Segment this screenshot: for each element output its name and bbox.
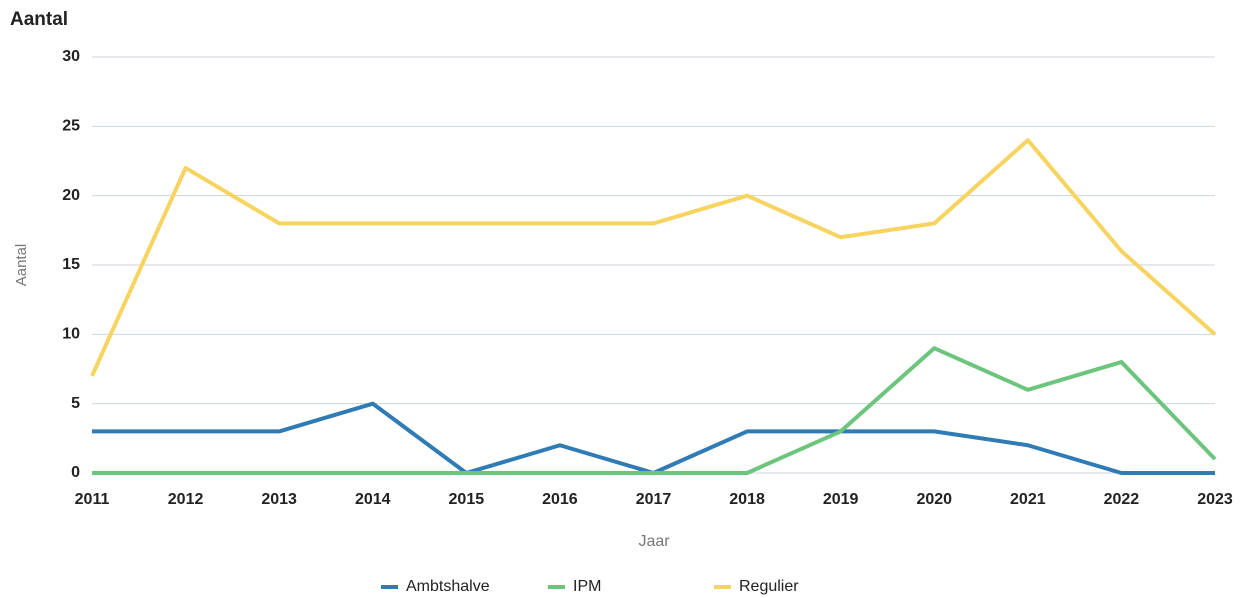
y-tick-label: 10 [62, 326, 80, 343]
chart-title: Aantal [10, 9, 68, 30]
x-axis-label: Jaar [638, 533, 670, 550]
y-tick-label: 30 [62, 48, 80, 65]
legend-label: Regulier [739, 578, 799, 595]
x-tick-label: 2020 [916, 491, 952, 508]
series-line [92, 346, 1217, 475]
x-tick-label: 2012 [168, 491, 204, 508]
x-tick-label: 2014 [355, 491, 391, 508]
x-tick-label: 2015 [449, 491, 485, 508]
series-line [92, 401, 1215, 475]
legend-label: IPM [573, 578, 601, 595]
x-tick-label: 2021 [1010, 491, 1046, 508]
x-tick-label: 2013 [261, 491, 297, 508]
y-axis-label: Aantal [13, 244, 30, 287]
x-tick-label: 2017 [636, 491, 672, 508]
x-tick-label: 2022 [1104, 491, 1140, 508]
y-tick-label: 0 [71, 464, 80, 481]
x-tick-label: 2023 [1197, 491, 1233, 508]
x-tick-label: 2018 [729, 491, 765, 508]
y-tick-label: 5 [71, 395, 80, 412]
x-tick-label: 2016 [542, 491, 578, 508]
series-line [90, 138, 1217, 377]
legend-label: Ambtshalve [406, 578, 490, 595]
x-tick-label: 2011 [75, 491, 110, 508]
y-tick-label: 25 [62, 118, 80, 135]
x-tick-label: 2019 [823, 491, 859, 508]
y-tick-label: 15 [62, 256, 80, 273]
y-tick-label: 20 [62, 187, 80, 204]
